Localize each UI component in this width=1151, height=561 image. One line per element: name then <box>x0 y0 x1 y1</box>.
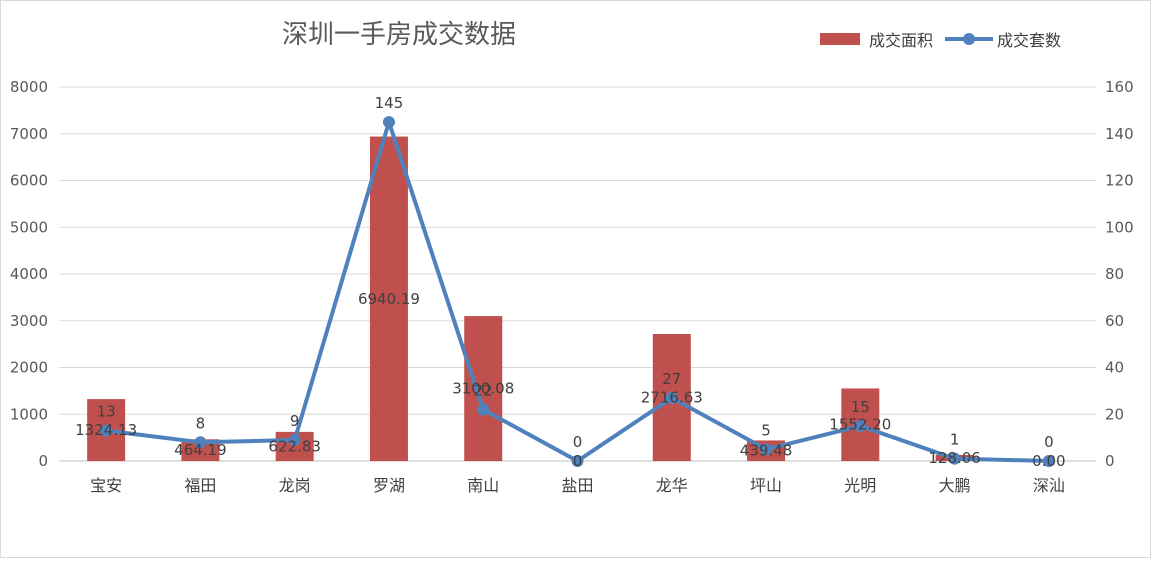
y-right-tick-label: 0 <box>1105 452 1115 470</box>
bar-value-label: 1552.20 <box>829 416 891 434</box>
y-right-tick-label: 140 <box>1105 125 1134 143</box>
x-category-label: 坪山 <box>750 476 782 495</box>
line-point <box>948 452 961 465</box>
line-value-label: 22 <box>474 382 493 400</box>
line-value-label: 5 <box>761 421 771 439</box>
line-point <box>194 436 207 449</box>
line-point <box>1042 455 1055 467</box>
x-category-label: 宝安 <box>90 476 122 495</box>
line-series <box>100 116 1055 467</box>
y-left-tick-label: 4000 <box>10 265 48 283</box>
y-left-tick-label: 1000 <box>10 405 48 423</box>
bar <box>181 439 220 461</box>
bar <box>464 316 503 461</box>
bar-value-label: 3100.08 <box>452 380 514 398</box>
y-right-tick-label: 160 <box>1105 78 1134 96</box>
line-point <box>382 116 395 129</box>
y-right-tick-label: 20 <box>1105 405 1124 423</box>
bar-value-label: 622.83 <box>268 437 321 455</box>
y-left-tick-label: 8000 <box>10 78 48 96</box>
y-right-tick-label: 60 <box>1105 312 1124 330</box>
series-line <box>105 120 1049 463</box>
x-category-label: 罗湖 <box>373 476 405 495</box>
line-value-label: 145 <box>375 94 404 112</box>
y-left-tick-label: 0 <box>38 452 48 470</box>
y-left-tick-label: 3000 <box>10 312 48 330</box>
y-right-tick-label: 100 <box>1105 218 1134 236</box>
y-axis-right: 0 20 40 60 80 100 120 140 160 <box>1105 78 1134 470</box>
legend: 成交面积 成交套数 <box>820 31 1061 50</box>
bar <box>369 136 408 461</box>
line-value-label: 1 <box>950 431 960 449</box>
line-point <box>100 424 113 437</box>
line-value-label: 0 <box>573 433 583 451</box>
line-point <box>760 443 773 456</box>
y-left-tick-label: 7000 <box>10 125 48 143</box>
line-point <box>288 433 301 446</box>
x-category-label: 深汕 <box>1033 476 1065 495</box>
line-value-label: 0 <box>1044 433 1054 451</box>
x-category-label: 南山 <box>467 476 499 495</box>
legend-bar-label: 成交面积 <box>869 31 933 50</box>
line-value-label: 15 <box>851 398 870 416</box>
legend-line-marker <box>963 33 975 45</box>
gridlines <box>59 86 1096 462</box>
line-value-label: 27 <box>662 370 681 388</box>
x-category-label: 福田 <box>184 476 216 495</box>
bar-value-label: 1324.13 <box>75 421 137 439</box>
y-right-tick-label: 80 <box>1105 265 1124 283</box>
bar-value-label: 128.06 <box>928 449 981 467</box>
bar-value-label: 464.19 <box>174 441 227 459</box>
line-value-label: 13 <box>97 403 116 421</box>
line-point <box>665 391 678 404</box>
line-value-label: 9 <box>290 412 300 430</box>
line-point <box>571 455 584 467</box>
y-left-tick-label: 6000 <box>10 172 48 190</box>
x-category-label: 盐田 <box>561 476 593 495</box>
x-category-label: 光明 <box>844 476 876 495</box>
legend-line-label: 成交套数 <box>997 31 1061 50</box>
y-left-tick-label: 2000 <box>10 359 48 377</box>
line-point <box>477 403 490 416</box>
bar-value-label: 0.00 <box>1032 452 1065 470</box>
x-axis-categories: 宝安 福田 龙岗 罗湖 南山 盐田 龙华 坪山 光明 大鹏 深汕 <box>90 476 1065 495</box>
x-category-label: 龙岗 <box>279 476 311 495</box>
y-right-tick-label: 40 <box>1105 359 1124 377</box>
x-category-label: 龙华 <box>656 476 688 495</box>
chart-title: 深圳一手房成交数据 <box>282 20 516 50</box>
y-left-tick-label: 5000 <box>10 218 48 236</box>
line-point <box>854 419 867 432</box>
bar-series <box>87 136 974 461</box>
bar-value-label: 6940.19 <box>358 290 420 308</box>
line-value-label: 8 <box>196 414 206 432</box>
bar-value-label: 439.48 <box>740 442 793 460</box>
x-category-label: 大鹏 <box>939 476 971 495</box>
legend-bar-swatch <box>820 33 860 45</box>
y-right-tick-label: 120 <box>1105 172 1134 190</box>
y-axis-left: 0 1000 2000 3000 4000 5000 6000 7000 8000 <box>10 78 48 470</box>
bar-value-label: 0 <box>573 452 583 470</box>
bar-value-label: 2716.63 <box>641 388 703 406</box>
